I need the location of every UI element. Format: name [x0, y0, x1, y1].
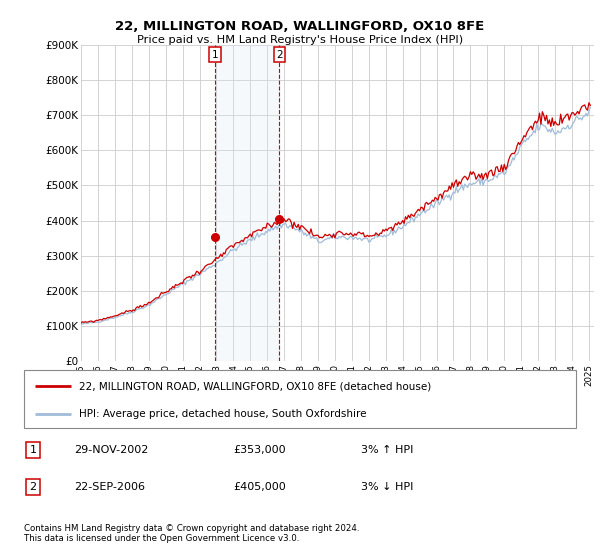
Text: 29-NOV-2002: 29-NOV-2002 [74, 445, 148, 455]
Text: £353,000: £353,000 [234, 445, 286, 455]
Text: 1: 1 [29, 445, 37, 455]
Text: 2: 2 [276, 49, 283, 59]
Text: 1: 1 [211, 49, 218, 59]
Text: 22, MILLINGTON ROAD, WALLINGFORD, OX10 8FE: 22, MILLINGTON ROAD, WALLINGFORD, OX10 8… [115, 20, 485, 32]
Text: 2: 2 [29, 482, 37, 492]
Bar [215, 45, 280, 361]
Text: £405,000: £405,000 [234, 482, 287, 492]
Text: 3% ↓ HPI: 3% ↓ HPI [361, 482, 413, 492]
Text: 22-SEP-2006: 22-SEP-2006 [74, 482, 145, 492]
FancyBboxPatch shape [24, 370, 576, 428]
Text: HPI: Average price, detached house, South Oxfordshire: HPI: Average price, detached house, Sout… [79, 409, 367, 419]
Text: Contains HM Land Registry data © Crown copyright and database right 2024.
This d: Contains HM Land Registry data © Crown c… [24, 524, 359, 543]
Text: Price paid vs. HM Land Registry's House Price Index (HPI): Price paid vs. HM Land Registry's House … [137, 35, 463, 45]
Text: 22, MILLINGTON ROAD, WALLINGFORD, OX10 8FE (detached house): 22, MILLINGTON ROAD, WALLINGFORD, OX10 8… [79, 381, 431, 391]
Text: 3% ↑ HPI: 3% ↑ HPI [361, 445, 413, 455]
